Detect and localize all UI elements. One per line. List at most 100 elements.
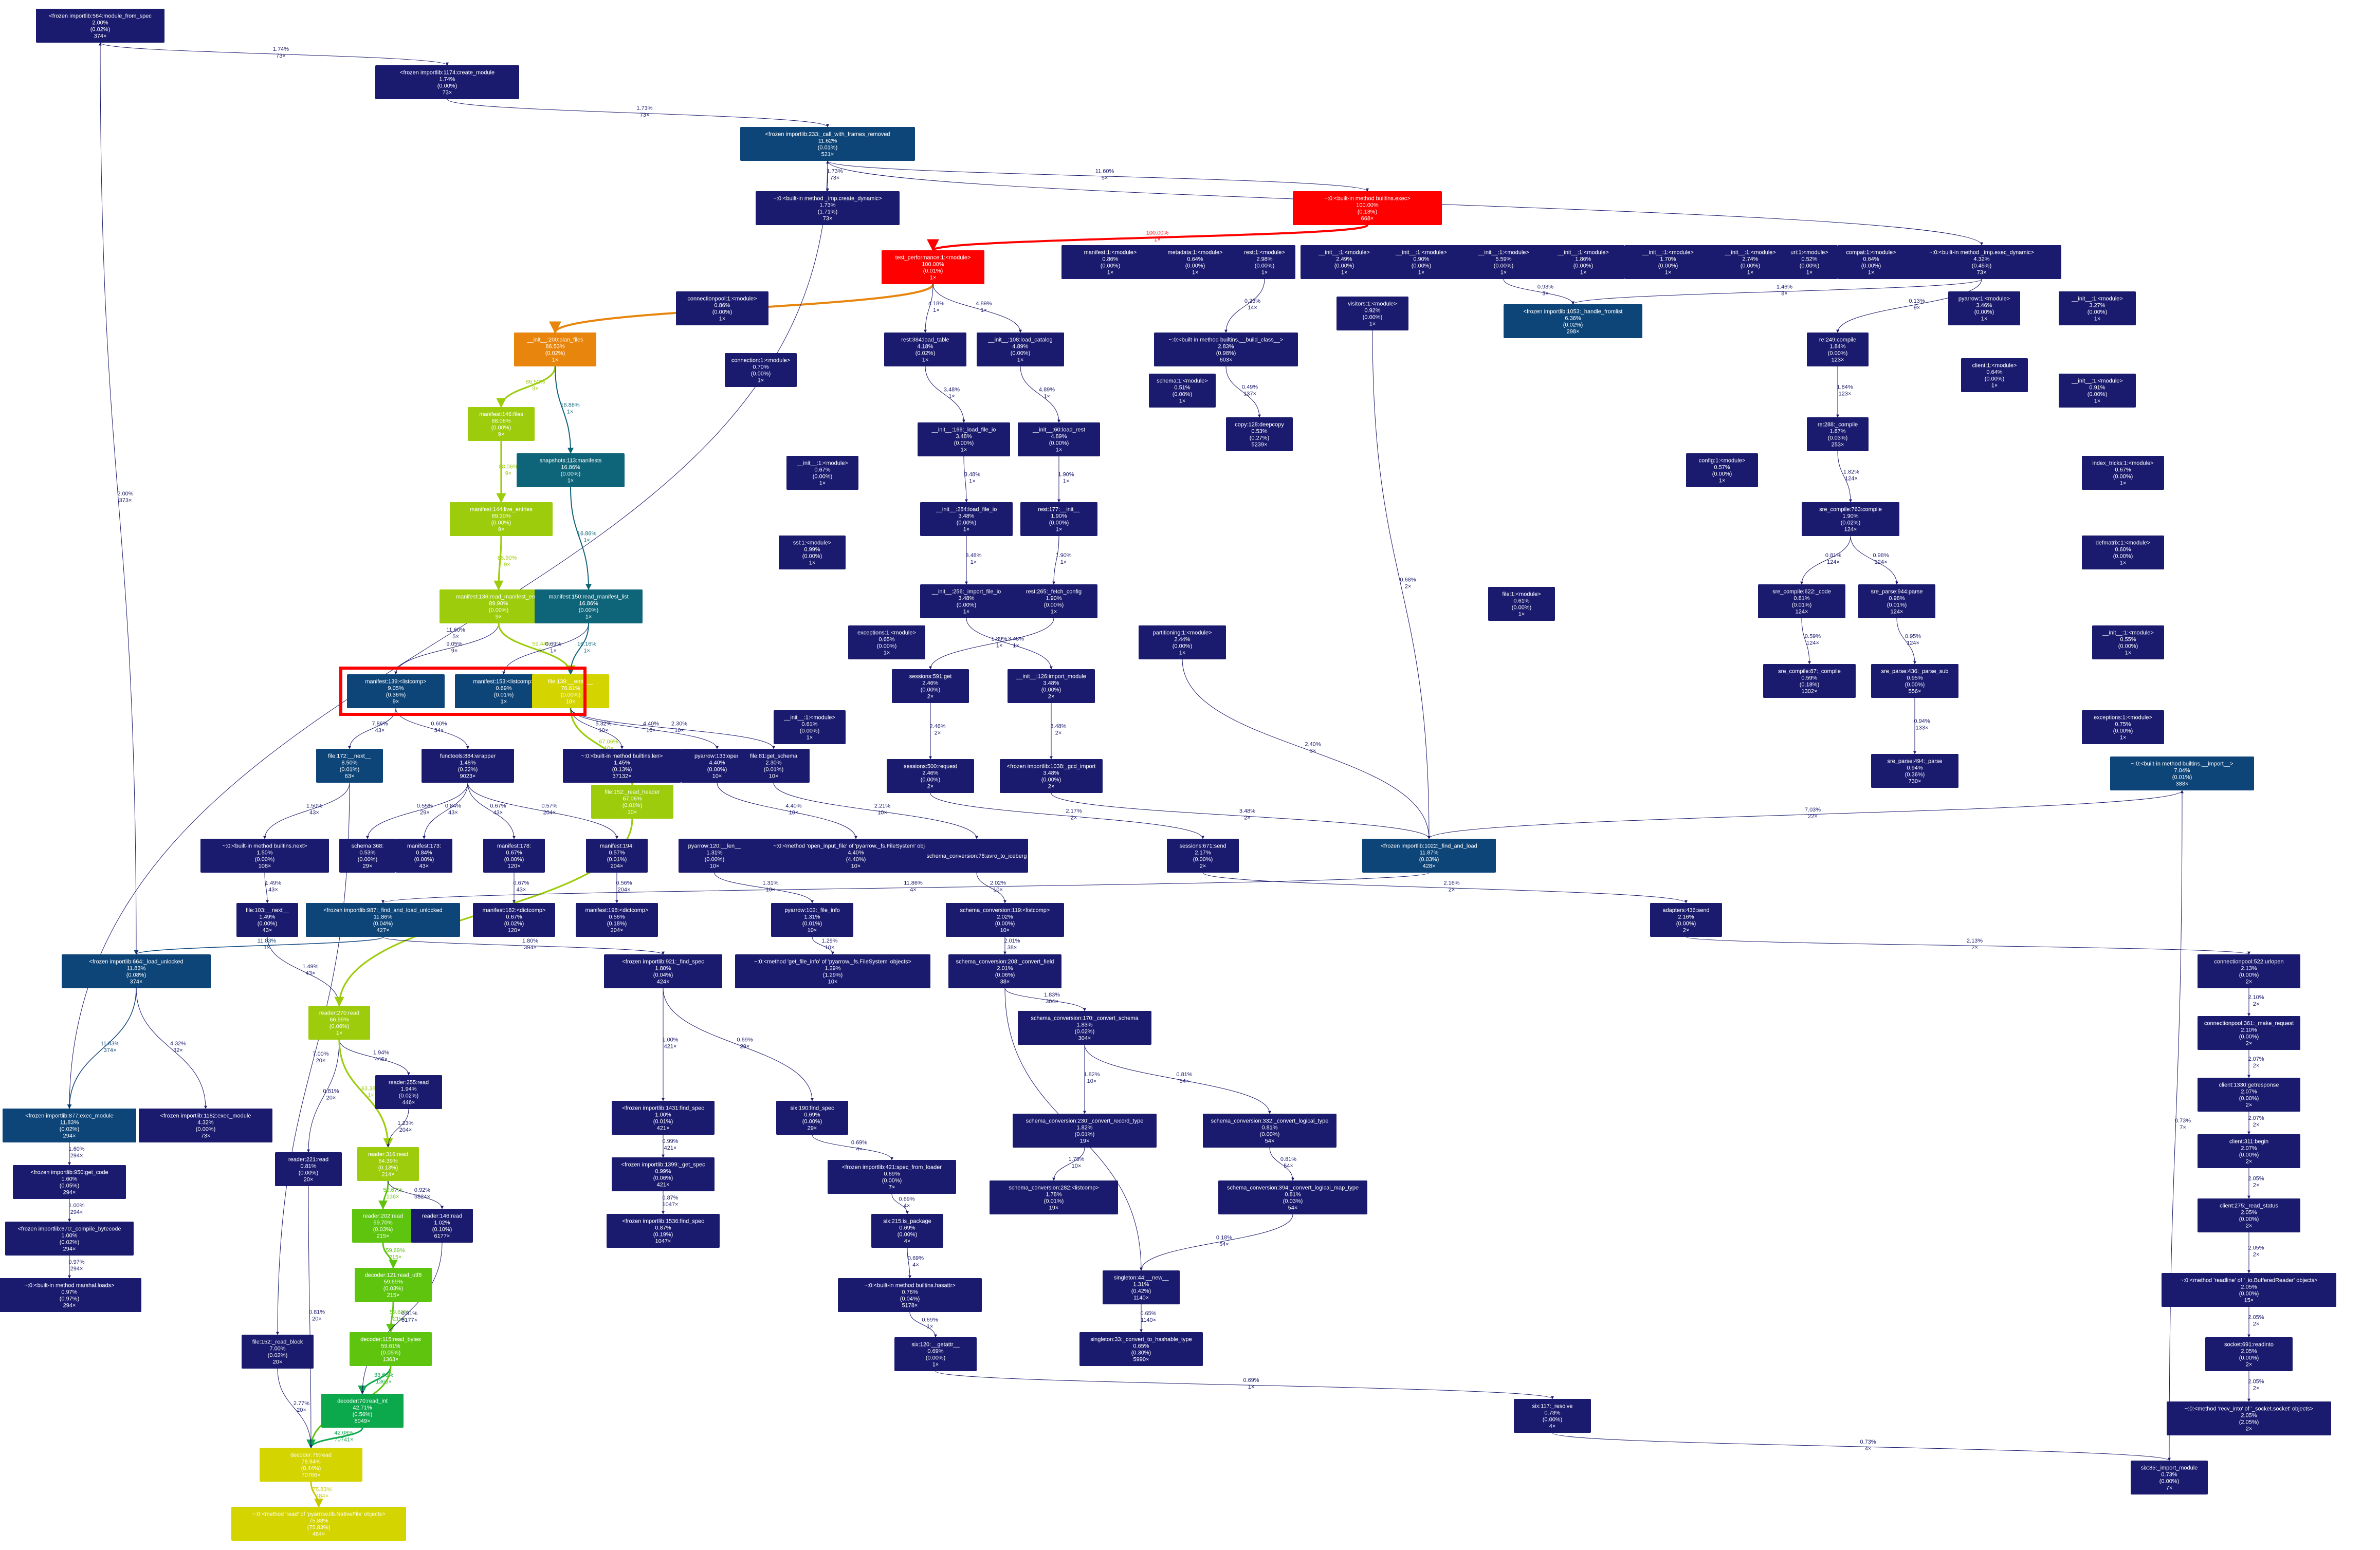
node-rest-init[interactable]: rest:177:__init__1.90%(0.00%)1× bbox=[1020, 502, 1097, 536]
node-schema-mod[interactable]: schema:1:<module>0.51%(0.00%)1× bbox=[1149, 374, 1216, 408]
node-index-tricks[interactable]: index_tricks:1:<module>0.67%(0.00%)1× bbox=[2082, 456, 2164, 490]
node-open-input-file[interactable]: ~:0:<method 'open_input_file' of 'pyarro… bbox=[748, 839, 964, 873]
node-file-mod[interactable]: file:1:<module>0.61%(0.00%)1× bbox=[1488, 587, 1555, 621]
node-convert-schema[interactable]: schema_conversion:170:_convert_schema1.8… bbox=[1018, 1011, 1151, 1045]
node-exceptions-mod[interactable]: exceptions:1:<module>0.65%(0.00%)1× bbox=[848, 625, 925, 659]
node-file-enter[interactable]: file:139:__enter__76.61%(0.00%)10× bbox=[532, 674, 609, 708]
node-init-c[interactable]: __init__:1:<module>5.59%(0.00%)1× bbox=[1460, 245, 1547, 279]
node-find-spec[interactable]: <frozen importlib:921:_find_spec1.80%(0.… bbox=[604, 954, 722, 988]
node-to-iceberg[interactable]: schema_conversion:78:avro_to_iceberg bbox=[925, 839, 1028, 873]
node-manifest-mod[interactable]: manifest:1:<module>0.86%(0.00%)1× bbox=[1061, 245, 1159, 279]
node-import-file-io2[interactable]: __init__:256:_import_file_io3.48%(0.00%)… bbox=[920, 584, 1013, 618]
node-exceptions-mod2[interactable]: exceptions:1:<module>0.75%(0.00%)1× bbox=[2082, 710, 2164, 744]
node-load-file-io[interactable]: __init__:166:_load_file_io3.48%(0.00%)1× bbox=[918, 422, 1010, 456]
node-marshal[interactable]: ~:0:<built-in method marshal.loads>0.97%… bbox=[0, 1278, 141, 1312]
node-make-request[interactable]: connectionpool:361:_make_request2.10%(0.… bbox=[2198, 1016, 2300, 1050]
node-file-next2[interactable]: file:103:__next__1.49%(0.00%)43× bbox=[236, 903, 298, 937]
node-recv-into[interactable]: ~:0:<method 'recv_into' of '_socket.sock… bbox=[2167, 1401, 2331, 1435]
node-schema-listcomp[interactable]: schema_conversion:119:<listcomp>2.02%(0.… bbox=[946, 903, 1064, 937]
node-init-i[interactable]: __init__:1:<module>0.67%(0.00%)1× bbox=[786, 456, 858, 490]
node-next[interactable]: ~:0:<built-in method builtins.next>1.50%… bbox=[200, 839, 329, 873]
node-metadata-mod[interactable]: metadata:1:<module>0.64%(0.00%)1× bbox=[1146, 245, 1244, 279]
node-manifest178[interactable]: manifest:178:0.67%(0.00%)120× bbox=[483, 839, 545, 873]
node-get-code[interactable]: <frozen importlib:950:get_code1.60%(0.05… bbox=[13, 1165, 126, 1199]
node-listcomp282[interactable]: schema_conversion:282:<listcomp>1.78%(0.… bbox=[990, 1180, 1118, 1214]
node-hasattr[interactable]: ~:0:<built-in method builtins.hasattr>0.… bbox=[838, 1278, 982, 1312]
node-rest-mod[interactable]: rest:1:<module>2.98%(0.00%)1× bbox=[1234, 245, 1295, 279]
node-readline[interactable]: ~:0:<method 'readline' of '_io.BufferedR… bbox=[2162, 1273, 2336, 1307]
node-init-d[interactable]: __init__:1:<module>1.86%(0.00%)1× bbox=[1542, 245, 1624, 279]
node-exec-module[interactable]: <frozen importlib:877:exec_module11.83%(… bbox=[3, 1109, 136, 1142]
node-six-getattr[interactable]: six:120:__getattr__0.69%(0.00%)1× bbox=[894, 1337, 977, 1371]
node-defmatrix[interactable]: defmatrix:1:<module>0.60%(0.00%)1× bbox=[2082, 536, 2164, 569]
node-call-frames[interactable]: <frozen importlib:233:_call_with_frames_… bbox=[740, 127, 915, 161]
node-connection-mod[interactable]: connection:1:<module>0.70%(0.00%)1× bbox=[725, 353, 797, 387]
node-init-a[interactable]: __init__:1:<module>2.49%(0.00%)1× bbox=[1301, 245, 1388, 279]
node-config-mod[interactable]: config:1:<module>0.57%(0.00%)1× bbox=[1686, 453, 1758, 487]
node-convert-logical[interactable]: schema_conversion:332:_convert_logical_t… bbox=[1203, 1114, 1337, 1148]
node-get-file-info[interactable]: ~:0:<method 'get_file_info' of 'pyarrow.… bbox=[735, 954, 930, 988]
node-len[interactable]: ~:0:<built-in method builtins.len>1.45%(… bbox=[563, 749, 681, 783]
node-init-e[interactable]: __init__:1:<module>1.70%(0.00%)1× bbox=[1624, 245, 1712, 279]
node-init-g[interactable]: __init__:1:<module>3.27%(0.00%)1× bbox=[2059, 291, 2136, 325]
node-read-manifest-entry[interactable]: manifest:136:read_manifest_entry89.90%(0… bbox=[440, 589, 558, 623]
node-manifest198[interactable]: manifest:198:<dictcomp>0.56%(0.18%)204× bbox=[576, 903, 658, 937]
node-modspec[interactable]: <frozen importlib:564:module_from_spec2.… bbox=[36, 9, 164, 43]
node-schema368[interactable]: schema:368:0.53%(0.00%)29× bbox=[339, 839, 396, 873]
node-ssl-mod[interactable]: ssl:1:<module>0.99%(0.00%)1× bbox=[779, 536, 846, 569]
node-init-b[interactable]: __init__:1:<module>0.90%(0.00%)1× bbox=[1380, 245, 1462, 279]
node-build-class[interactable]: ~:0:<built-in method builtins.__build_cl… bbox=[1154, 333, 1298, 366]
node-visitors-mod[interactable]: visitors:1:<module>0.92%(0.00%)1× bbox=[1337, 297, 1408, 330]
node-init-j[interactable]: __init__:1:<module>0.55%(0.00%)1× bbox=[2092, 625, 2164, 659]
node-find-and-load-unlocked[interactable]: <frozen importlib:987:_find_and_load_unl… bbox=[306, 903, 460, 937]
node-pyarrow-mod[interactable]: pyarrow:1:<module>3.46%(0.00%)1× bbox=[1948, 291, 2020, 325]
node-init-k[interactable]: __init__:1:<module>0.61%(0.00%)1× bbox=[774, 710, 846, 744]
node-exec[interactable]: ~:0:<built-in method builtins.exec>100.0… bbox=[1293, 191, 1442, 225]
node-path-finder[interactable]: <frozen importlib:1536:find_spec0.87%(0.… bbox=[607, 1214, 720, 1248]
node-connpool-mod[interactable]: connectionpool:1:<module>0.86%(0.00%)1× bbox=[676, 291, 768, 325]
node-exec-dynamic[interactable]: ~:0:<built-in method _imp.exec_dynamic>4… bbox=[1902, 245, 2061, 279]
node-find-spec2[interactable]: <frozen importlib:1431:find_spec1.00%(0.… bbox=[612, 1101, 715, 1135]
node-load-unlocked[interactable]: <frozen importlib:664:_load_unlocked11.8… bbox=[62, 954, 211, 988]
node-listcomp2[interactable]: manifest:153:<listcomp>0.69%(0.01%)1× bbox=[455, 674, 553, 708]
node-init-h[interactable]: __init__:1:<module>0.91%(0.00%)1× bbox=[2059, 374, 2136, 408]
node-gcd-import[interactable]: <frozen importlib:1038:_gcd_import3.48%(… bbox=[1000, 759, 1103, 793]
node-file-next[interactable]: file:172:__next__8.50%(0.01%)63× bbox=[316, 749, 383, 783]
